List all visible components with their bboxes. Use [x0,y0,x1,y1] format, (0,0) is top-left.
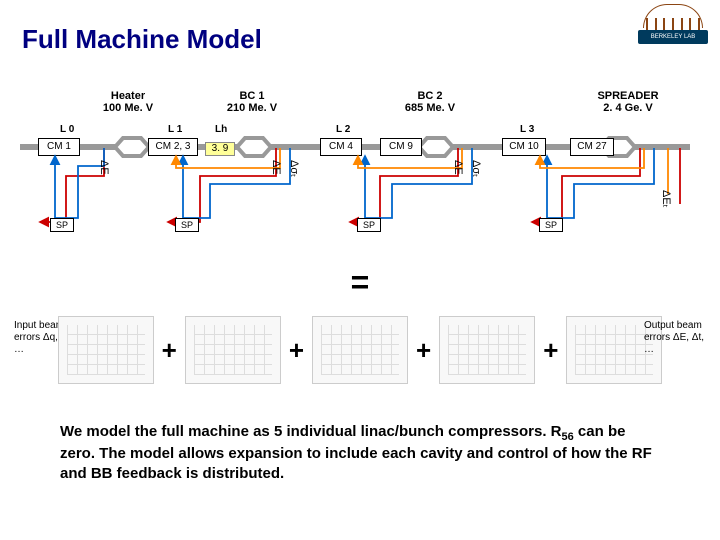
sp-box-2: SP [175,218,199,232]
de-label-3: ΔE [452,160,464,175]
bc2-label: BC 2 685 Me. V [390,90,470,114]
bc1-label: BC 1 210 Me. V [222,90,282,114]
spreader-label: SPREADER 2. 4 Ge. V [588,90,668,114]
thumb-2 [185,316,281,384]
sp-box-1: SP [50,218,74,232]
plus-1: + [162,335,177,366]
sp-box-3: SP [357,218,381,232]
output-label: Output beam errors ΔE, Δt, … [644,320,714,356]
berkeley-lab-logo: BERKELEY LAB [638,4,708,54]
page-title: Full Machine Model [22,24,262,55]
machine-diagram: Heater 100 Me. V BC 1 210 Me. V BC 2 685… [20,90,700,250]
stage-l2: L 2 [336,124,350,135]
de-label-1: ΔE [98,160,110,175]
heater-label: Heater 100 Me. V [98,90,158,114]
stage-l1: L 1 [168,124,182,135]
ds-label-2: Δσₜ [288,160,301,177]
stage-l0: L 0 [60,124,74,135]
thumb-1 [58,316,154,384]
thumb-3 [312,316,408,384]
logo-label: BERKELEY LAB [638,30,708,44]
thumb-4 [439,316,535,384]
det-label: ΔEₜ [660,190,673,208]
sp-box-4: SP [539,218,563,232]
ds-label-3: Δσₜ [470,160,483,177]
thumbnail-row: + + + + [0,310,720,390]
plus-4: + [543,335,558,366]
plus-2: + [289,335,304,366]
stage-l3: L 3 [520,124,534,135]
equals-sign: = [351,264,370,301]
plus-3: + [416,335,431,366]
stage-lh: Lh [215,124,227,135]
body-text: We model the full machine as 5 individua… [60,422,660,483]
de-label-2: ΔE [270,160,282,175]
